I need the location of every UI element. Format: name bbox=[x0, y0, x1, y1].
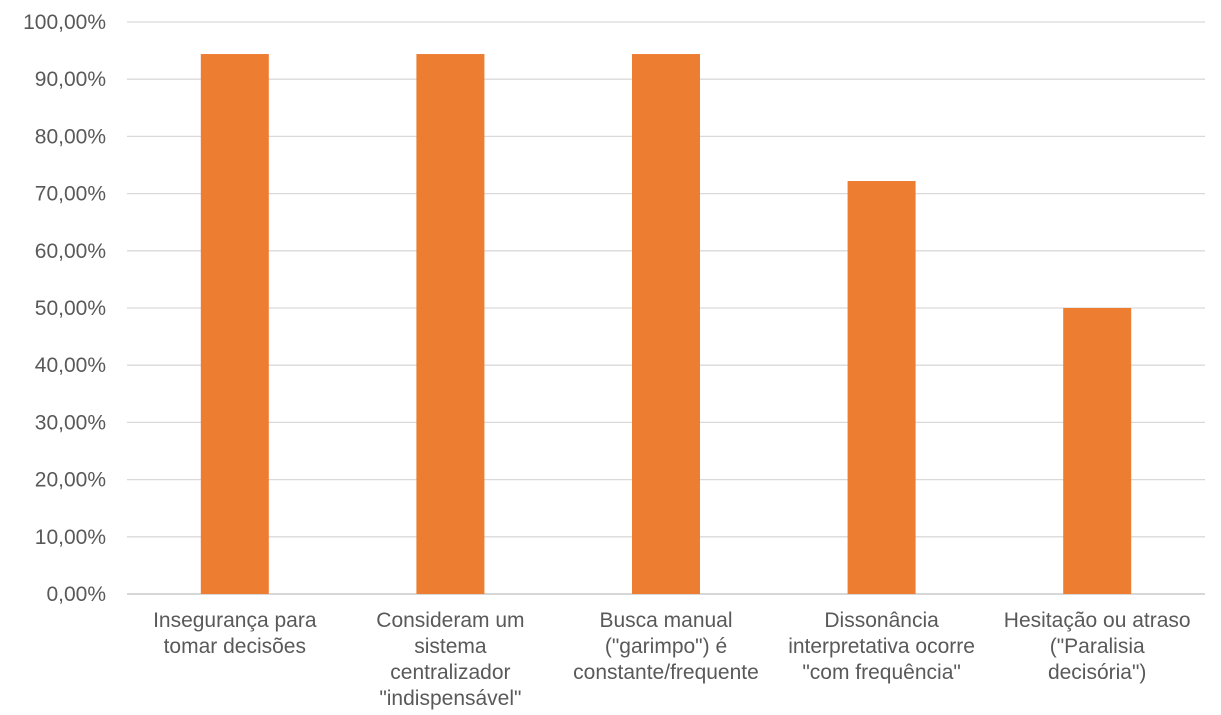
x-category-label-line: Insegurança para bbox=[153, 609, 317, 632]
x-category-label-line: ("garimpo") é bbox=[605, 635, 727, 658]
x-category-label-line: interpretativa ocorre bbox=[788, 635, 975, 658]
x-category-label-line: tomar decisões bbox=[164, 635, 306, 658]
x-category-label-line: sistema bbox=[414, 635, 487, 658]
y-tick-label: 100,00% bbox=[23, 11, 106, 34]
bar bbox=[632, 54, 700, 595]
x-category-label-line: Hesitação ou atraso bbox=[1004, 609, 1191, 632]
x-category-label-line: centralizador bbox=[390, 661, 510, 684]
y-axis-ticks: 0,00% 10,00% 20,00% 30,00% 40,00% 50,00% 60,00… bbox=[23, 11, 106, 606]
x-axis-categories: Insegurança para tomar decisões Consideram… bbox=[153, 609, 1191, 710]
x-category-label-line: ("Paralisia bbox=[1050, 635, 1145, 658]
x-category-label-line: Consideram um bbox=[376, 609, 524, 632]
bars bbox=[200, 54, 1132, 595]
bar bbox=[416, 54, 485, 595]
y-tick-label: 30,00% bbox=[35, 411, 106, 434]
y-tick-label: 60,00% bbox=[35, 240, 106, 263]
x-category-label: Hesitação ou atraso ("Paralisia decisória"… bbox=[1004, 609, 1191, 684]
bar bbox=[200, 54, 269, 595]
x-category-label: Dissonância interpretativa ocorre "com fre… bbox=[788, 609, 975, 684]
x-category-label-line: Busca manual bbox=[599, 609, 732, 632]
x-category-label-line: "indispensável" bbox=[379, 687, 521, 710]
bar bbox=[847, 181, 916, 595]
x-category-label: Insegurança para tomar decisões bbox=[153, 609, 317, 658]
x-category-label-line: Dissonância bbox=[824, 609, 939, 632]
y-tick-label: 40,00% bbox=[35, 354, 106, 377]
x-category-label-line: decisória") bbox=[1048, 661, 1147, 684]
y-tick-label: 0,00% bbox=[46, 583, 106, 606]
y-tick-label: 20,00% bbox=[35, 469, 106, 492]
y-tick-label: 70,00% bbox=[35, 183, 106, 206]
y-tick-label: 10,00% bbox=[35, 526, 106, 549]
x-category-label-line: "com frequência" bbox=[802, 661, 960, 684]
y-tick-label: 90,00% bbox=[35, 68, 106, 91]
y-tick-label: 80,00% bbox=[35, 125, 106, 148]
bar bbox=[1063, 308, 1132, 594]
x-category-label-line: constante/frequente bbox=[573, 661, 759, 684]
y-tick-label: 50,00% bbox=[35, 297, 106, 320]
x-category-label: Consideram um sistema centralizador "indisp… bbox=[376, 609, 524, 710]
x-category-label: Busca manual ("garimpo") é constante/frequ… bbox=[573, 609, 759, 684]
